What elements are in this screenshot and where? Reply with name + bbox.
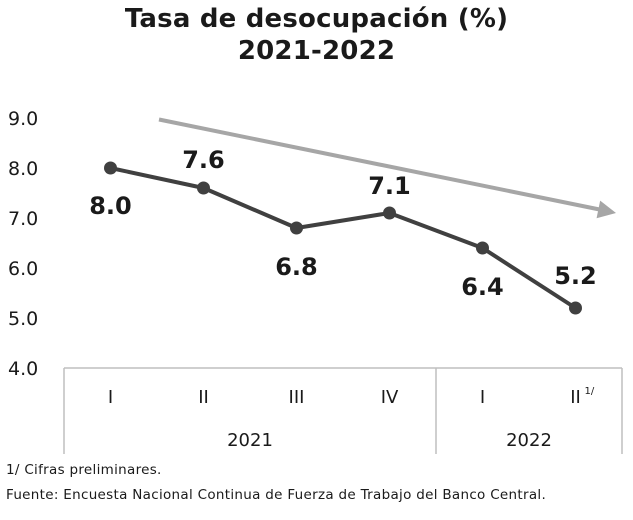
series-line — [110, 166, 577, 310]
x-group-label: 2021 — [227, 430, 273, 451]
data-point — [197, 181, 210, 195]
footnote-source: Fuente: Encuesta Nacional Continua de Fu… — [6, 487, 547, 503]
x-tick-label: III — [289, 387, 305, 408]
data-point — [569, 301, 582, 315]
data-label: 5.2 — [554, 262, 597, 290]
trend-arrow — [158, 117, 616, 219]
data-label: 7.1 — [368, 172, 411, 200]
y-tick-label: 5.0 — [8, 308, 38, 330]
y-tick-label: 8.0 — [8, 158, 38, 180]
x-group-label: 2022 — [506, 430, 552, 451]
data-label: 6.4 — [461, 273, 504, 301]
x-tick-label: IV — [381, 387, 399, 408]
data-labels: 8.0 7.6 6.8 7.1 6.4 5.2 — [89, 146, 597, 301]
y-tick-label: 6.0 — [8, 258, 38, 280]
trend-arrow-head — [596, 200, 616, 219]
y-tick-label: 4.0 — [8, 358, 38, 380]
x-tick-label: II — [570, 387, 581, 408]
footnote-preliminary: 1/ Cifras preliminares. — [6, 462, 162, 478]
x-tick-label: I — [480, 387, 485, 408]
data-point — [104, 161, 117, 175]
trend-arrow-shaft — [158, 117, 603, 212]
data-label: 6.8 — [275, 253, 318, 281]
chart-title: Tasa de desocupación (%) — [124, 4, 509, 34]
data-label: 8.0 — [89, 192, 132, 220]
x-tick-label: I — [108, 387, 113, 408]
data-point — [290, 221, 303, 235]
y-axis: 4.0 5.0 6.0 7.0 8.0 9.0 — [8, 108, 38, 380]
y-tick-label: 7.0 — [8, 208, 38, 230]
data-point — [476, 241, 489, 255]
chart-subtitle: 2021-2022 — [237, 36, 396, 66]
data-label: 7.6 — [182, 146, 225, 174]
x-tick-superscript: 1/ — [585, 386, 595, 397]
series-unemployment — [104, 161, 582, 315]
x-tick-label: II — [198, 387, 209, 408]
y-tick-label: 9.0 — [8, 108, 38, 130]
data-point — [383, 206, 396, 220]
